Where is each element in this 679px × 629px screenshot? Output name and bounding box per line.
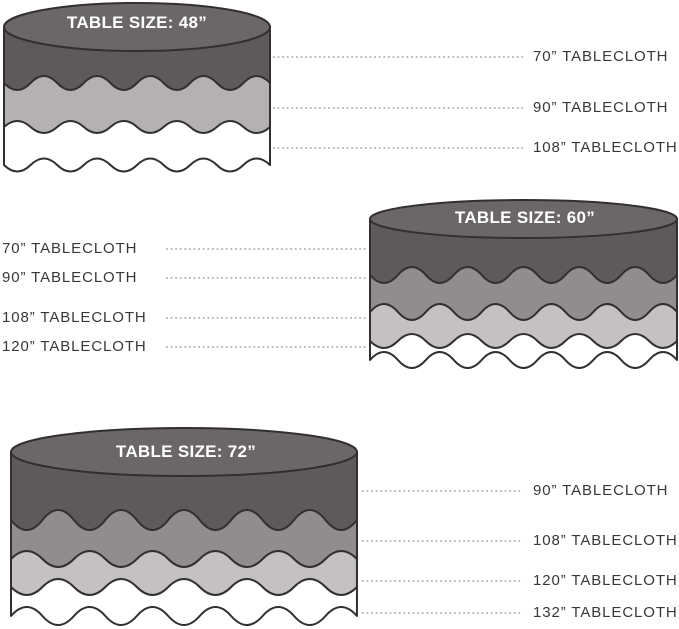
- label-60-108-tablecloth: 108” TABLECLOTH: [2, 309, 147, 326]
- label-60-120-tablecloth: 120” TABLECLOTH: [2, 338, 147, 355]
- label-60-90-tablecloth: 90” TABLECLOTH: [2, 269, 138, 286]
- table-48-title: TABLE SIZE: 48”: [66, 13, 208, 32]
- label-60-70-tablecloth: 70” TABLECLOTH: [2, 240, 138, 257]
- table-48-top: [3, 2, 271, 52]
- table-72-top: [10, 427, 358, 477]
- table-60-top: [369, 199, 678, 239]
- table-48-group: [3, 2, 523, 173]
- table-72-group: [10, 427, 523, 626]
- label-72-108-tablecloth: 108” TABLECLOTH: [533, 532, 678, 549]
- table-60-group: [166, 199, 679, 369]
- table-60-title: TABLE SIZE: 60”: [454, 208, 596, 227]
- label-72-120-tablecloth: 120” TABLECLOTH: [533, 572, 678, 589]
- table-72-title: TABLE SIZE: 72”: [115, 442, 257, 461]
- label-72-132-tablecloth: 132” TABLECLOTH: [533, 604, 678, 621]
- label-72-90-tablecloth: 90” TABLECLOTH: [533, 482, 669, 499]
- label-48-70-tablecloth: 70” TABLECLOTH: [533, 48, 669, 65]
- label-48-108-tablecloth: 108” TABLECLOTH: [533, 139, 678, 156]
- label-48-90-tablecloth: 90” TABLECLOTH: [533, 99, 669, 116]
